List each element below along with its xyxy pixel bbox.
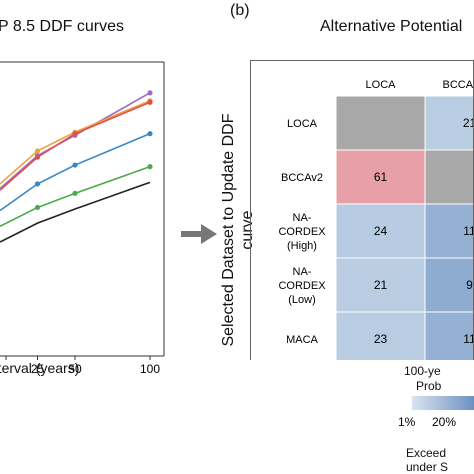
x-tick-label: 25: [31, 362, 45, 376]
heatmap-cell: [335, 311, 426, 360]
cell-value: 23: [374, 332, 388, 346]
right-arrow-icon: [181, 224, 217, 244]
data-point-blue: [34, 181, 41, 187]
heatmap: LOCA BCCAv2 LOCA 21 BCCAv2 61 NA- CORDEX (High) 2…: [250, 60, 474, 360]
cell-value: 9: [466, 278, 473, 292]
data-point-red: [72, 131, 78, 137]
row-label: (Low): [288, 294, 316, 306]
colorbar-tick: 20%: [432, 415, 456, 429]
colorbar: 1% 20%: [398, 396, 474, 429]
legend-caption-line1: Exceed: [406, 446, 447, 460]
row-label: NA-: [293, 266, 312, 278]
cell-value: 11: [463, 224, 474, 238]
heatmap-cell: [335, 257, 426, 313]
colorbar-gradient: [412, 396, 474, 410]
cell-value: 24: [374, 224, 388, 238]
row-label: BCCAv2: [281, 172, 323, 184]
row-label: CORDEX: [278, 226, 326, 238]
cell-value: 61: [374, 170, 388, 184]
data-point-red: [147, 99, 153, 105]
heatmap-cell: [424, 257, 474, 313]
data-point-blue: [147, 131, 153, 137]
data-point-orange: [34, 148, 41, 154]
cell-value: 21: [463, 116, 474, 130]
panel-b-label: (b): [230, 2, 250, 19]
row-label: MACA: [286, 334, 318, 346]
column-header: BCCAv2: [443, 79, 474, 91]
series-line-red: [0, 101, 151, 191]
data-point-blue: [72, 162, 78, 168]
series-line-green: [0, 165, 151, 228]
legend-caption-line2: under S: [406, 460, 449, 474]
legend-title-line2: Prob: [416, 379, 442, 393]
data-point-green: [147, 164, 153, 170]
data-point-green: [72, 190, 78, 196]
row-label: NA-: [293, 212, 312, 224]
series-line-black: [0, 181, 151, 243]
heatmap-cell: [424, 95, 474, 151]
right-chart-title: Alternative Potential: [320, 18, 463, 35]
x-tick-label: 50: [68, 362, 82, 376]
left-chart-title: P 8.5 DDF curves: [0, 18, 124, 35]
data-point-purple: [147, 90, 153, 96]
legend-title: 100-ye: [404, 364, 441, 378]
ddf-line-chart: 25 50 100: [0, 61, 165, 376]
series-line-blue: [0, 132, 151, 212]
heatmap-cell: [424, 149, 474, 205]
x-axis-label: Interval (years): [0, 360, 80, 376]
heatmap-cell: [424, 203, 474, 259]
data-point-green: [34, 204, 41, 211]
heatmap-cell: [335, 149, 426, 205]
heatmap-cell: [424, 311, 474, 360]
column-header: LOCA: [366, 79, 397, 91]
heatmap-cell: [335, 95, 426, 151]
row-label: LOCA: [287, 118, 318, 130]
series-line-orange: [0, 99, 151, 185]
cell-value: 11: [463, 332, 474, 346]
cell-value: 21: [374, 278, 388, 292]
row-label: CORDEX: [278, 280, 326, 292]
data-point-red: [34, 154, 41, 160]
colorbar-tick: 1%: [398, 415, 416, 429]
row-label: (High): [287, 240, 317, 252]
x-tick-label: 100: [140, 362, 160, 376]
